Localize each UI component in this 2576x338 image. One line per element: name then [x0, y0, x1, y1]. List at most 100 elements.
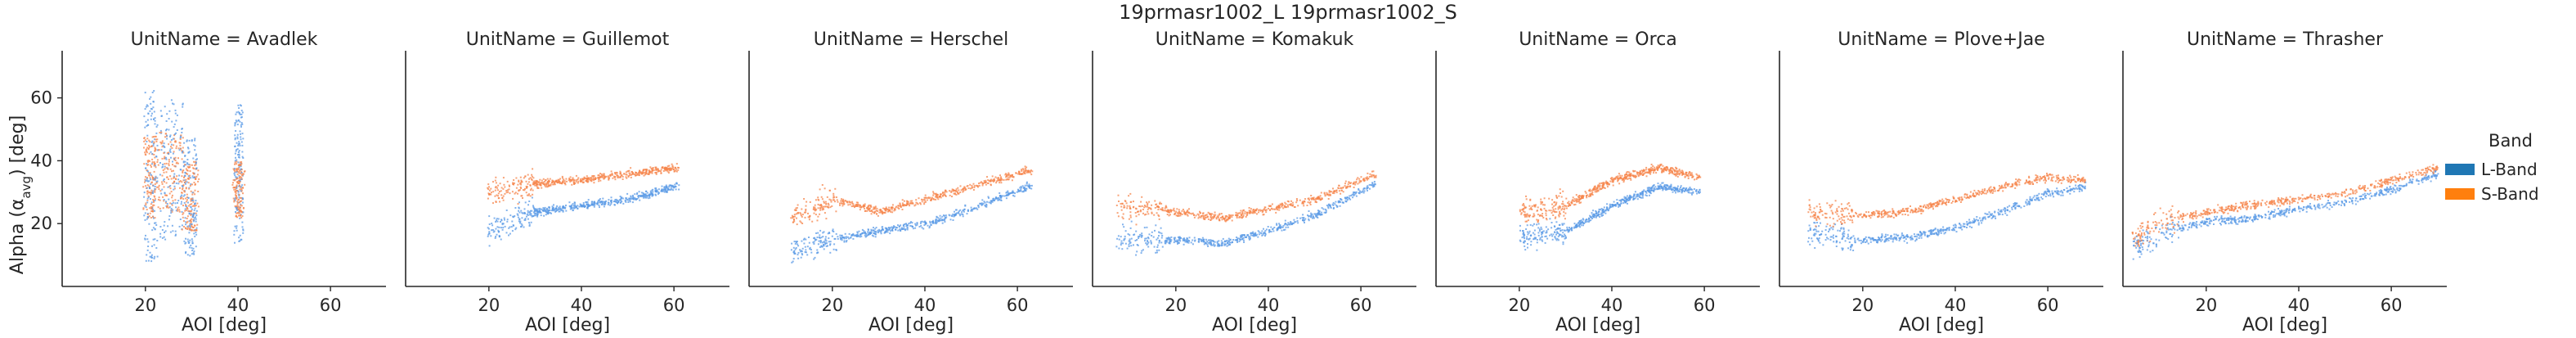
scatter-point — [825, 218, 828, 220]
scatter-point — [183, 191, 186, 193]
scatter-point — [1256, 233, 1259, 236]
scatter-point — [859, 205, 861, 206]
scatter-point — [790, 249, 792, 251]
scatter-point — [240, 138, 242, 141]
scatter-point — [631, 197, 634, 200]
scatter-point — [979, 182, 981, 184]
scatter-point — [561, 207, 563, 210]
scatter-point — [1242, 214, 1245, 217]
scatter-point — [536, 210, 538, 213]
scatter-point — [194, 183, 196, 185]
scatter-point — [801, 250, 803, 253]
scatter-point — [821, 198, 824, 201]
scatter-point — [498, 235, 500, 237]
scatter-point — [855, 235, 857, 237]
scatter-point — [642, 196, 644, 197]
scatter-point — [649, 171, 652, 174]
scatter-point — [495, 186, 497, 188]
scatter-point — [1519, 210, 1521, 213]
scatter-point — [182, 160, 185, 163]
scatter-point — [1128, 243, 1130, 246]
scatter-point — [577, 177, 580, 179]
scatter-point — [1193, 237, 1196, 239]
scatter-point — [1688, 192, 1690, 194]
scatter-point — [914, 224, 917, 227]
scatter-point — [1177, 214, 1179, 217]
scatter-point — [533, 212, 536, 214]
scatter-point — [159, 162, 161, 164]
scatter-point — [508, 227, 510, 229]
scatter-point — [940, 193, 941, 196]
scatter-point — [146, 201, 149, 204]
scatter-point — [148, 223, 150, 225]
scatter-point — [1202, 239, 1205, 241]
scatter-point — [492, 191, 495, 193]
scatter-point — [554, 183, 556, 186]
scatter-point — [1261, 211, 1263, 214]
scatter-point — [1241, 212, 1244, 214]
scatter-point — [824, 201, 827, 203]
scatter-point — [239, 201, 240, 204]
scatter-point — [577, 182, 579, 184]
scatter-point — [148, 180, 150, 183]
scatter-point — [541, 183, 544, 184]
scatter-point — [191, 246, 193, 249]
scatter-point — [916, 223, 918, 226]
scatter-point — [896, 227, 899, 229]
scatter-point — [241, 201, 244, 204]
scatter-point — [831, 235, 833, 237]
scatter-point — [1157, 205, 1160, 208]
scatter-point — [535, 183, 537, 186]
scatter-point — [1609, 180, 1612, 183]
scatter-point — [922, 199, 924, 201]
scatter-point — [519, 222, 521, 224]
scatter-point — [790, 217, 792, 219]
scatter-point — [1253, 232, 1255, 235]
scatter-point — [992, 197, 994, 200]
scatter-point — [1158, 241, 1160, 244]
scatter-point — [591, 204, 593, 206]
scatter-point — [236, 168, 239, 170]
scatter-point — [536, 187, 539, 189]
scatter-point — [509, 232, 511, 235]
scatter-point — [1678, 174, 1681, 176]
scatter-point — [194, 145, 196, 147]
scatter-point — [157, 186, 159, 188]
scatter-point — [1136, 250, 1138, 253]
scatter-point — [1366, 176, 1368, 178]
scatter-point — [1133, 234, 1135, 236]
scatter-point — [494, 189, 496, 192]
scatter-point — [1543, 197, 1546, 200]
scatter-point — [1290, 221, 1292, 223]
scatter-point — [1339, 205, 1341, 207]
scatter-point — [240, 178, 243, 180]
scatter-point — [181, 228, 183, 231]
scatter-point — [1657, 164, 1659, 167]
scatter-point — [1120, 236, 1122, 238]
scatter-point — [1281, 226, 1284, 228]
scatter-point — [1323, 192, 1326, 194]
scatter-point — [241, 184, 244, 187]
scatter-point — [1135, 223, 1138, 226]
scatter-point — [160, 131, 163, 133]
scatter-point — [1229, 216, 1231, 219]
scatter-point — [547, 183, 550, 186]
scatter-point — [233, 169, 236, 171]
scatter-point — [1556, 196, 1559, 199]
scatter-point — [191, 198, 194, 201]
scatter-point — [1372, 170, 1375, 173]
scatter-point — [529, 177, 532, 179]
scatter-point — [835, 196, 837, 198]
scatter-point — [509, 226, 511, 228]
scatter-point — [1578, 201, 1580, 203]
scatter-point — [150, 255, 153, 258]
scatter-point — [1021, 185, 1024, 187]
scatter-point — [1178, 211, 1180, 214]
scatter-point — [502, 177, 505, 179]
scatter-point — [188, 187, 191, 190]
scatter-point — [235, 206, 237, 208]
scatter-point — [234, 241, 236, 244]
scatter-point — [234, 123, 236, 125]
scatter-point — [154, 117, 156, 119]
scatter-point — [1025, 171, 1028, 174]
